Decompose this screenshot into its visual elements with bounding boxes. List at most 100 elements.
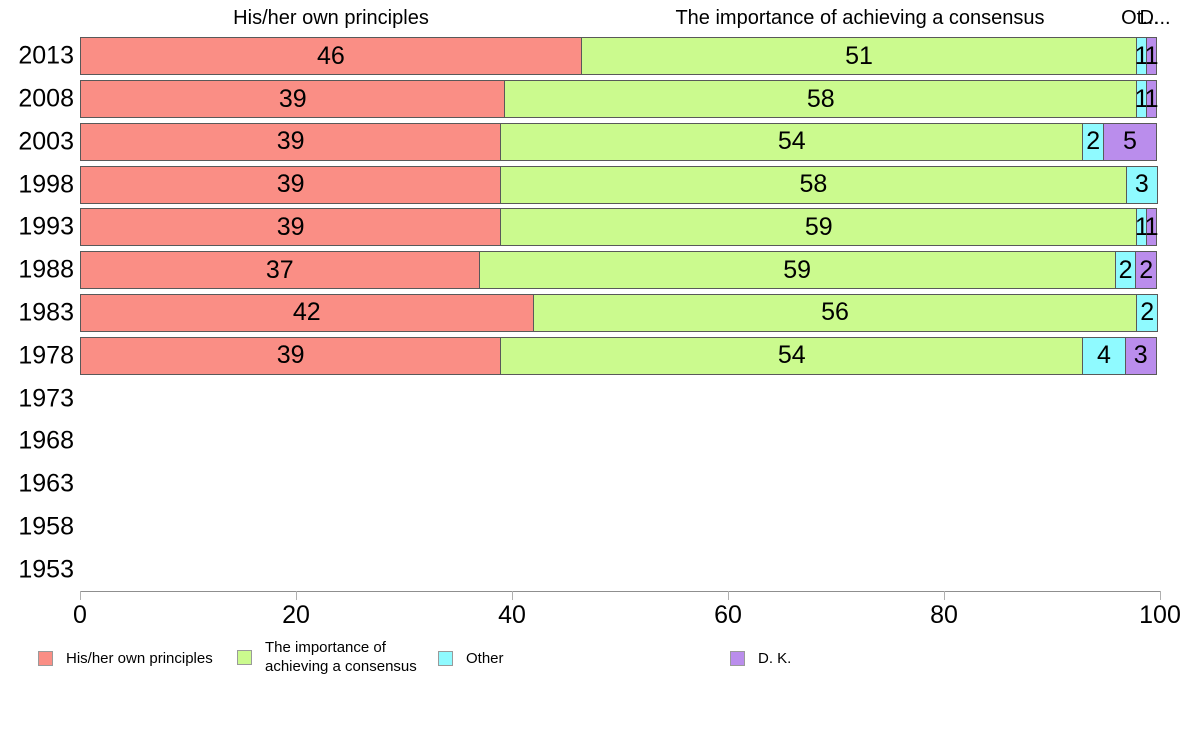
x-axis-tick-label: 80 [930, 601, 958, 629]
bar-segment: 54 [500, 336, 1084, 375]
bar-value-label: 42 [292, 298, 321, 327]
bar-segment: 3 [1125, 165, 1158, 204]
legend-item-other: Other [438, 649, 504, 668]
bar-segment: 37 [80, 251, 480, 290]
x-axis-tick-label: 60 [714, 601, 742, 629]
chart-row: 2013 46 51 1 1 [0, 35, 1188, 78]
bar-segment: 39 [80, 80, 506, 119]
bar-value-label: 2 [1118, 255, 1133, 284]
bar-segment: 2 [1114, 251, 1137, 290]
bar-segment: 1 [1144, 37, 1159, 76]
bar-value-label: 1 [1134, 41, 1149, 70]
chart-row: 1973 [0, 377, 1188, 420]
chart-row: 2008 39 58 1 1 [0, 78, 1188, 121]
chart-row: 1968 [0, 420, 1188, 463]
legend-swatch-principles [38, 651, 53, 666]
bar-value-label: 58 [806, 84, 835, 113]
year-label: 1983 [18, 298, 74, 327]
year-label: 2013 [18, 41, 74, 70]
chart-row: 1998 39 58 3 [0, 163, 1188, 206]
year-label: 1973 [18, 384, 74, 412]
chart-row: 1983 42 56 2 [0, 292, 1188, 335]
bar-value-label: 1 [1144, 41, 1159, 70]
bar-track: 39 58 3 [80, 165, 1160, 204]
bar-segment: 46 [80, 37, 582, 76]
bar-value-label: 39 [276, 212, 305, 241]
bar-value-label: 3 [1134, 170, 1149, 199]
bar-value-label: 39 [276, 127, 305, 156]
bar-segment: 1 [1144, 208, 1159, 247]
legend-item-consensus: The importance of achieving a consensus [237, 638, 430, 676]
bar-segment: 42 [80, 293, 534, 332]
bar-segment: 56 [532, 293, 1138, 332]
bar-track: 39 54 4 3 [80, 336, 1160, 375]
bar-segment: 58 [504, 80, 1138, 119]
chart-row: 1993 39 59 1 1 [0, 206, 1188, 249]
bar-segment: 54 [500, 122, 1084, 161]
bar-value-label: 58 [799, 170, 828, 199]
x-axis-tick [944, 591, 945, 600]
bar-segment: 39 [80, 122, 502, 161]
bar-value-label: 5 [1123, 127, 1137, 156]
year-label: 1993 [18, 212, 74, 241]
year-label: 1988 [18, 255, 74, 284]
bar-value-label: 1 [1134, 212, 1149, 241]
chart-row: 1988 37 59 2 2 [0, 249, 1188, 292]
bar-track: 37 59 2 2 [80, 251, 1160, 290]
bar-track: 39 54 2 5 [80, 122, 1160, 161]
bar-segment: 2 [1082, 122, 1104, 161]
chart-row: 1958 [0, 505, 1188, 548]
bar-value-label: 59 [783, 255, 812, 284]
legend-swatch-other [438, 651, 453, 666]
x-axis-tick [296, 591, 297, 600]
bar-segment: 39 [80, 208, 502, 247]
legend-item-principles: His/her own principles [38, 649, 213, 668]
year-label: 2003 [18, 127, 74, 156]
bar-value-label: 39 [276, 170, 305, 199]
year-label: 1968 [18, 426, 74, 455]
bar-value-label: 37 [265, 255, 294, 284]
year-label: 1963 [18, 469, 74, 498]
legend-label: His/her own principles [66, 650, 213, 667]
bar-value-label: 1 [1144, 212, 1159, 241]
bar-value-label: 3 [1133, 341, 1148, 370]
chart-row: 1978 39 54 4 3 [0, 334, 1188, 377]
series-caption-dk-truncated: D... [1139, 7, 1171, 29]
x-axis-line [80, 591, 1161, 592]
legend-label: D. K. [758, 650, 792, 667]
x-axis-tick-label: 100 [1139, 601, 1181, 629]
bar-segment: 5 [1102, 122, 1157, 161]
year-label: 1958 [18, 512, 74, 541]
year-label: 2008 [18, 84, 74, 113]
bar-value-label: 54 [777, 341, 806, 370]
bar-value-label: 2 [1139, 255, 1154, 284]
legend-swatch-dk [730, 651, 745, 666]
x-axis-tick [80, 591, 81, 600]
bar-segment: 39 [80, 165, 502, 204]
year-label: 1978 [18, 341, 74, 370]
bar-value-label: 56 [821, 298, 849, 327]
legend-swatch-consensus [237, 649, 252, 665]
bar-value-label: 39 [278, 84, 307, 113]
bar-value-label: 2 [1140, 298, 1155, 327]
plot-area: 2013 46 51 1 1 2008 39 58 1 1 2003 39 54 2 5 1998 39 58 3 1… [0, 35, 1188, 591]
bar-value-label: 4 [1097, 341, 1111, 370]
bar-track: 39 59 1 1 [80, 208, 1160, 247]
bar-segment: 39 [80, 336, 502, 375]
chart-row: 1963 [0, 463, 1188, 506]
x-axis-tick [1160, 591, 1161, 600]
x-axis-tick-label: 0 [73, 601, 87, 629]
bar-segment: 3 [1124, 336, 1157, 375]
bar-value-label: 39 [276, 341, 305, 370]
x-axis-tick [512, 591, 513, 600]
bar-segment: 58 [500, 165, 1127, 204]
x-axis-tick-label: 20 [282, 601, 310, 629]
chart-row: 2003 39 54 2 5 [0, 121, 1188, 164]
bar-segment: 59 [500, 208, 1138, 247]
year-label: 1998 [18, 170, 74, 199]
bar-value-label: 2 [1086, 127, 1101, 156]
legend-item-dk: D. K. [730, 649, 791, 668]
chart-row: 1953 [0, 548, 1188, 591]
bar-track: 42 56 2 [80, 293, 1160, 332]
